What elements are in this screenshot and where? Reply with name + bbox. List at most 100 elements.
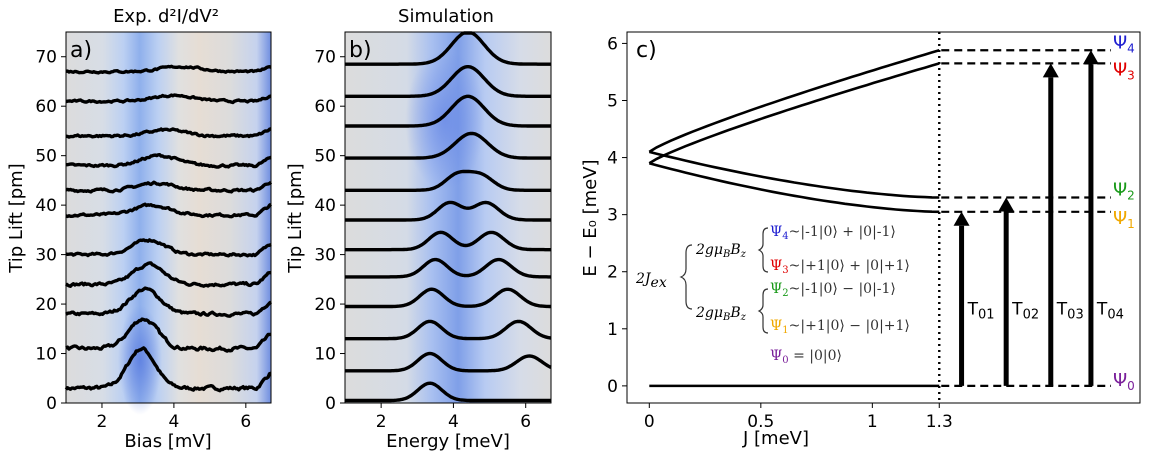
panel-a-ylabel: Tip Lift [pm] bbox=[6, 163, 27, 273]
panel-a-ytick-label: 70 bbox=[35, 48, 57, 68]
inset-ground-sub: 0 bbox=[782, 355, 788, 366]
panel-c-ytick-label: 0 bbox=[607, 377, 618, 397]
inset-zeeman-upper-base: 2gμ bbox=[695, 242, 723, 258]
inset-line-psi3-sub: 3 bbox=[782, 265, 788, 276]
panel-b-ytick-label: 0 bbox=[325, 394, 336, 414]
inset-ground-symbol: Ψ bbox=[770, 348, 782, 364]
panel-a-frame bbox=[65, 31, 272, 404]
panel-b-ytick-label: 50 bbox=[314, 147, 336, 167]
inset-line-psi4-sub: 4 bbox=[782, 231, 788, 242]
inset-zeeman-lower: 2gμBBz bbox=[695, 305, 747, 323]
transition-arrowhead-t04 bbox=[1082, 50, 1099, 65]
panel-a-curve-10 bbox=[65, 64, 272, 75]
panel-b-curve-10 bbox=[344, 65, 552, 98]
transition-label-t02: T02 bbox=[1011, 300, 1039, 323]
panel-b-ytick-label: 60 bbox=[314, 97, 336, 117]
inset-exchange: 2Jex bbox=[635, 271, 667, 291]
panel-c-ytick-label: 5 bbox=[607, 91, 618, 111]
inset-line-psi2-symbol: Ψ bbox=[770, 281, 782, 297]
panel-a-curve-1 bbox=[65, 317, 272, 353]
inset-line-psi3-text: ~|+1|0⟩ + |0|+1⟩ bbox=[789, 258, 910, 274]
panel-b-curve-4 bbox=[344, 257, 552, 279]
panel-b-ytick-label: 70 bbox=[314, 48, 336, 68]
panel-a-curve-4 bbox=[65, 238, 272, 258]
panel-b-curve-11 bbox=[344, 31, 552, 66]
panel-c-xtick-label: 1.3 bbox=[926, 412, 953, 432]
panel-b-xtick-label: 6 bbox=[520, 412, 531, 432]
panel-b-ytick-label: 10 bbox=[314, 345, 336, 365]
level-curve-psi4 bbox=[648, 49, 940, 154]
inset-exchange-sub: ex bbox=[651, 275, 667, 291]
panel-b-title: Simulation bbox=[398, 6, 494, 27]
level-curve-psi2 bbox=[648, 150, 940, 199]
panel-c-ytick-label: 4 bbox=[607, 149, 618, 169]
transition-label-t03: T03 bbox=[1056, 300, 1084, 323]
panel-a-xlabel: Bias [mV] bbox=[124, 431, 211, 452]
panel-b-curve-5 bbox=[344, 230, 552, 252]
panel-c-ytick-label: 3 bbox=[607, 206, 618, 226]
panel-a-xtick-label: 4 bbox=[168, 412, 179, 432]
inset-line-psi3-symbol: Ψ bbox=[770, 258, 782, 274]
inset-line-psi2-sub: 2 bbox=[782, 288, 788, 299]
panel-a-curve-3 bbox=[64, 261, 272, 288]
panel-b-curve-9 bbox=[344, 94, 552, 128]
state-label-psi3: Ψ3 bbox=[1113, 59, 1135, 82]
panel-b-curve-0 bbox=[344, 381, 552, 403]
state-label-psi2: Ψ2 bbox=[1113, 180, 1135, 203]
panel-a-title: Exp. d²I/dV² bbox=[113, 6, 219, 27]
panel-b-curve-6 bbox=[344, 200, 552, 222]
state-label-psi0: Ψ0 bbox=[1113, 370, 1135, 393]
panel-a-ytick-label: 30 bbox=[35, 246, 57, 266]
panel-b-ylabel: Tip Lift [pm] bbox=[285, 163, 306, 273]
inset-zeeman-upper-field-sub: z bbox=[740, 249, 747, 260]
panel-a-curves bbox=[64, 64, 273, 393]
inset-zeeman-upper-field: B bbox=[729, 242, 740, 258]
transition-label-t04: T04 bbox=[1096, 300, 1124, 323]
panel-b-heatmap-blob bbox=[405, 50, 485, 190]
panel-b-curve-7 bbox=[344, 169, 552, 192]
panel-a-ytick-label: 20 bbox=[35, 295, 57, 315]
panel-a-curve-0 bbox=[64, 346, 272, 393]
panel-b-curve-3 bbox=[344, 287, 552, 309]
inset-zeeman-upper-sub: B bbox=[722, 249, 730, 260]
inset-line-psi3: Ψ3~|+1|0⟩ + |0|+1⟩ bbox=[770, 258, 910, 276]
inset-zeeman-lower-field: B bbox=[729, 305, 740, 321]
panel-c-ticks: 0 0.5 1 1.3 0 1 2 3 4 5 6 bbox=[607, 34, 953, 432]
panel-c-ytick-label: 6 bbox=[607, 34, 618, 54]
transition-arrowhead-t03 bbox=[1042, 63, 1059, 78]
panel-c-frame bbox=[626, 31, 1141, 404]
inset-brace-lower bbox=[757, 288, 769, 334]
panel-c-ylabel: E − E₀ [meV] bbox=[580, 159, 601, 276]
panel-a-ytick-label: 40 bbox=[35, 196, 57, 216]
level-curve-psi3 bbox=[648, 62, 940, 165]
panel-b-xlabel: Energy [meV] bbox=[386, 431, 510, 452]
panel-b-curve-2 bbox=[344, 319, 552, 341]
panel-b-ytick-label: 30 bbox=[314, 246, 336, 266]
panel-c-ytick-label: 1 bbox=[607, 320, 618, 340]
panel-b-frame bbox=[344, 31, 552, 404]
panel-c-xlabel: J [meV] bbox=[742, 428, 809, 449]
panel-b-ytick-label: 40 bbox=[314, 196, 336, 216]
panel-a-curve-7 bbox=[65, 153, 272, 169]
panel-b-ytick-label: 20 bbox=[314, 295, 336, 315]
panel-b-xtick-label: 4 bbox=[448, 412, 459, 432]
panel-c-xtick-label: 0 bbox=[644, 412, 655, 432]
inset-zeeman-upper: 2gμBBz bbox=[695, 242, 747, 260]
panel-a-ytick-label: 0 bbox=[46, 394, 57, 414]
panel-a-curve-5 bbox=[65, 202, 273, 219]
inset-line-psi1: Ψ1~|+1|0⟩ − |0|+1⟩ bbox=[770, 318, 910, 336]
inset-zeeman-lower-base: 2gμ bbox=[695, 305, 723, 321]
panel-c-xtick-label: 1 bbox=[867, 412, 878, 432]
level-scheme-inset: 2Jex 2gμBBz 2gμBBz Ψ4~|-1|0⟩ + |0|-1⟩ Ψ3… bbox=[635, 224, 910, 366]
panel-a-xtick-label: 2 bbox=[97, 412, 108, 432]
panel-b-curve-1 bbox=[344, 351, 552, 373]
inset-line-psi2: Ψ2~|-1|0⟩ − |0|-1⟩ bbox=[770, 281, 896, 299]
panel-c-ytick-label: 2 bbox=[607, 263, 618, 283]
panel-a-xtick-label: 6 bbox=[240, 412, 251, 432]
